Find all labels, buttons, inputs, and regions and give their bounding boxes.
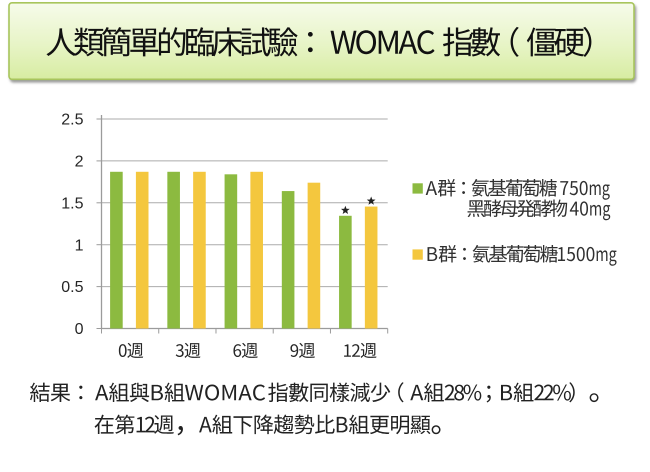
svg-text:1: 1 xyxy=(75,237,84,254)
svg-text:2: 2 xyxy=(75,154,84,171)
svg-text:0.5: 0.5 xyxy=(61,279,83,296)
svg-text:0: 0 xyxy=(75,321,84,338)
svg-text:1.5: 1.5 xyxy=(61,195,83,212)
svg-text:2.5: 2.5 xyxy=(61,112,83,129)
